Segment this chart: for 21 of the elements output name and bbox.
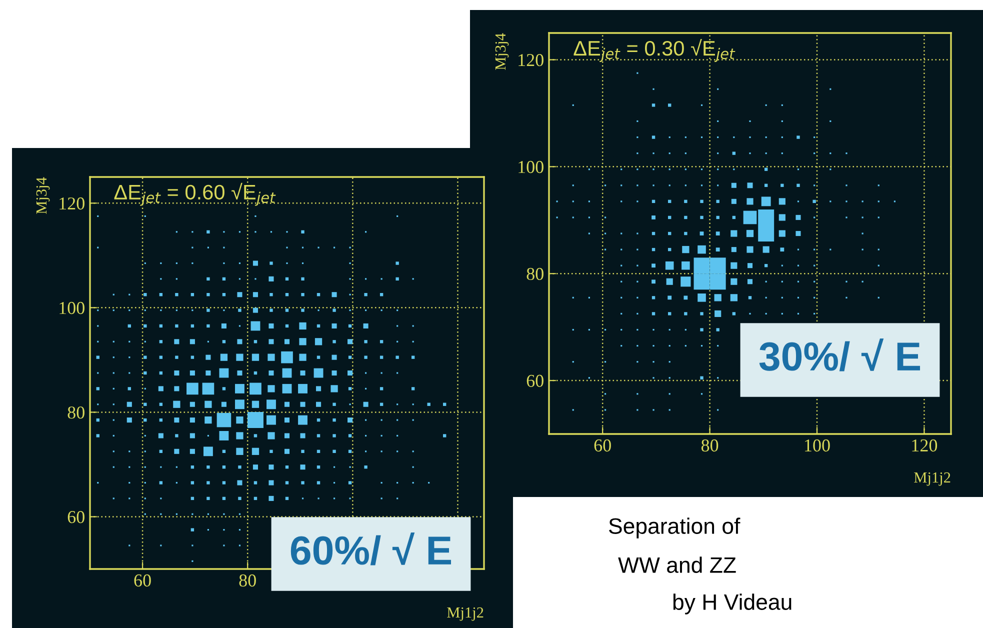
x-tick-label: 120 <box>912 439 938 452</box>
chart-title: ΔE$_{jet}$ = 0.30 √E$_{jet}$ <box>574 39 736 62</box>
y-tick-label: 100 <box>518 160 544 174</box>
y-tick-label: 120 <box>60 197 84 210</box>
y-tick-label: 60 <box>526 374 544 387</box>
x-tick-label: 80 <box>701 439 718 452</box>
annotation: 60%/ √ E <box>290 532 452 566</box>
x-axis-title: Mj1j2 <box>447 607 484 621</box>
y-tick-label: 80 <box>68 406 84 419</box>
text: Separation of WW and ZZ by H Videau <box>609 518 792 614</box>
y-tick-label: 100 <box>60 302 84 314</box>
y-axis-title: Mj3j4 <box>495 33 509 70</box>
x-tick-label: 100 <box>805 439 830 452</box>
x-tick-label: 60 <box>594 439 611 452</box>
annotation: 30%/ √ E <box>759 338 920 372</box>
chart-title: ΔE$_{jet}$ = 0.60 √E$_{jet}$ <box>114 182 276 206</box>
y-tick-label: 120 <box>518 54 544 66</box>
x-axis-title: Mj1j2 <box>914 472 950 486</box>
y-tick-label: 80 <box>526 268 544 280</box>
y-axis-title: Mj3j4 <box>36 177 50 214</box>
y-tick-label: 60 <box>68 510 84 524</box>
